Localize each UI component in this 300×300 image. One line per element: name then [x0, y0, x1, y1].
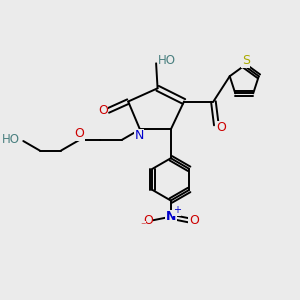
Text: O: O	[74, 127, 84, 140]
Text: O: O	[98, 104, 108, 117]
Text: HO: HO	[2, 133, 20, 146]
Text: ⁻: ⁻	[140, 221, 145, 231]
Text: N: N	[166, 210, 176, 223]
Text: S: S	[242, 54, 250, 67]
Text: N: N	[134, 129, 144, 142]
Text: +: +	[173, 205, 181, 215]
Text: O: O	[217, 122, 226, 134]
Text: O: O	[143, 214, 153, 227]
Text: O: O	[189, 214, 199, 227]
Text: HO: HO	[158, 54, 176, 67]
